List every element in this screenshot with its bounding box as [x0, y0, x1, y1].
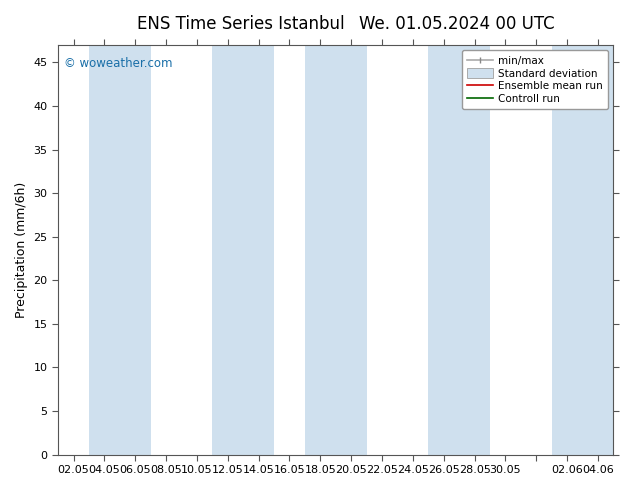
Text: © woweather.com: © woweather.com: [63, 57, 172, 71]
Bar: [429, 45, 490, 455]
Legend: min/max, Standard deviation, Ensemble mean run, Controll run: min/max, Standard deviation, Ensemble me…: [462, 50, 608, 109]
Bar: [212, 45, 274, 455]
Y-axis label: Precipitation (mm/6h): Precipitation (mm/6h): [15, 182, 28, 318]
Bar: [552, 45, 614, 455]
Text: We. 01.05.2024 00 UTC: We. 01.05.2024 00 UTC: [359, 15, 554, 33]
Bar: [89, 45, 151, 455]
Bar: [305, 45, 366, 455]
Text: ENS Time Series Istanbul: ENS Time Series Istanbul: [137, 15, 345, 33]
